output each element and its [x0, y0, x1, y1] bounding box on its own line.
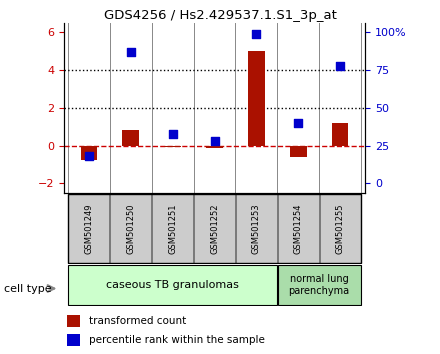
Point — [127, 49, 134, 55]
Bar — [67, 315, 81, 327]
Text: transformed count: transformed count — [88, 316, 186, 326]
FancyBboxPatch shape — [110, 194, 151, 263]
Text: GSM501249: GSM501249 — [84, 203, 93, 253]
Point — [169, 131, 176, 137]
FancyBboxPatch shape — [152, 194, 193, 263]
Bar — [332, 123, 348, 146]
FancyBboxPatch shape — [278, 194, 319, 263]
Text: percentile rank within the sample: percentile rank within the sample — [88, 335, 264, 345]
Bar — [67, 334, 81, 346]
Bar — [122, 130, 139, 146]
FancyBboxPatch shape — [194, 194, 235, 263]
Text: cell type: cell type — [4, 284, 52, 293]
Point — [337, 63, 344, 69]
FancyBboxPatch shape — [278, 264, 361, 306]
Text: caseous TB granulomas: caseous TB granulomas — [106, 280, 239, 290]
Bar — [290, 146, 307, 157]
Text: GSM501250: GSM501250 — [126, 203, 135, 253]
Text: GSM501252: GSM501252 — [210, 203, 219, 253]
Bar — [164, 146, 181, 147]
Bar — [81, 146, 97, 160]
Bar — [248, 51, 265, 146]
FancyBboxPatch shape — [68, 264, 277, 306]
Point — [85, 154, 92, 159]
Point — [253, 31, 260, 37]
FancyBboxPatch shape — [68, 194, 110, 263]
Text: GSM501255: GSM501255 — [336, 203, 345, 253]
Text: GSM501254: GSM501254 — [294, 203, 303, 253]
Point — [295, 120, 302, 126]
Bar — [206, 146, 223, 148]
Text: GSM501251: GSM501251 — [168, 203, 177, 253]
Point — [211, 138, 218, 144]
FancyBboxPatch shape — [236, 194, 277, 263]
Text: GSM501253: GSM501253 — [252, 203, 261, 254]
Text: GDS4256 / Hs2.429537.1.S1_3p_at: GDS4256 / Hs2.429537.1.S1_3p_at — [103, 9, 337, 22]
FancyBboxPatch shape — [319, 194, 361, 263]
Text: normal lung
parenchyma: normal lung parenchyma — [289, 274, 350, 296]
